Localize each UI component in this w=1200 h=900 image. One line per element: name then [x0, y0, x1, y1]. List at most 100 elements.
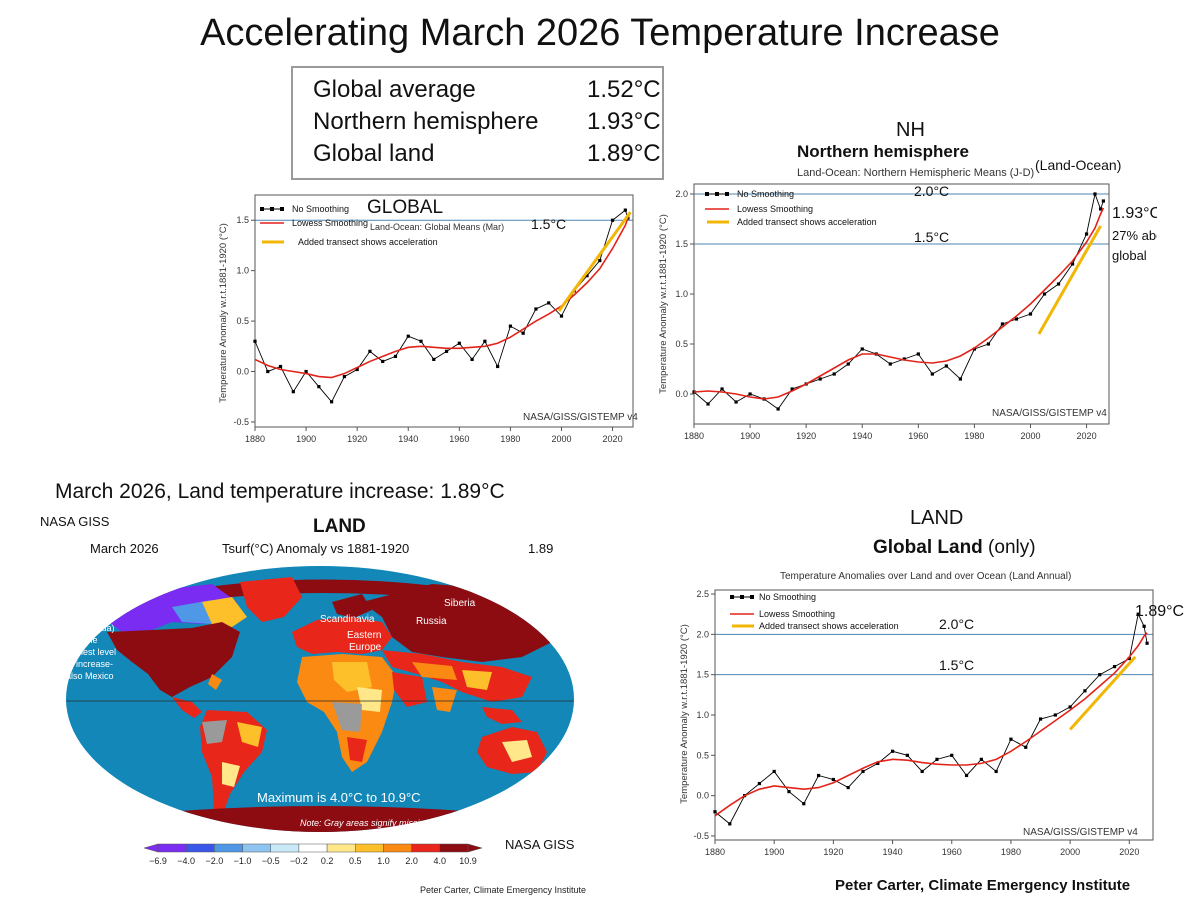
- raw-point: [1056, 282, 1061, 286]
- colorbar-label: NASA GISS: [505, 837, 575, 852]
- india-region: [432, 687, 457, 712]
- colorbar-max-arrow: [467, 843, 483, 853]
- raw-point: [1136, 612, 1140, 616]
- legend: No Smoothing Lowess Smoothing Added tran…: [705, 189, 877, 227]
- x-tick-label: 1880: [245, 434, 265, 444]
- raw-point: [1000, 322, 1005, 326]
- chart-heading: GLOBAL: [367, 197, 443, 218]
- colorbar-tick-label: −4.0: [177, 856, 195, 866]
- map-credit: Peter Carter, Climate Emergency Institut…: [420, 885, 587, 895]
- colorbar-swatch: [411, 843, 441, 853]
- raw-point: [1070, 262, 1075, 266]
- central-america-region: [172, 697, 202, 718]
- map-label: Eastern: [347, 630, 381, 641]
- raw-point: [776, 407, 780, 411]
- raw-point: [905, 753, 909, 757]
- nh-heading: NH: [896, 119, 925, 141]
- y-tick-label: 0.0: [696, 791, 709, 801]
- y-tick-label: -0.5: [233, 417, 249, 427]
- x-tick-label: 1960: [449, 434, 469, 444]
- nh-chart: 1880 1900 1920 1940 1960 1980 2000 2020 0.0 0.5 1.…: [652, 180, 1157, 452]
- raw-point: [930, 372, 934, 376]
- legend-lowess: Lowess Smoothing: [759, 609, 835, 619]
- missing-data-region: [202, 720, 227, 744]
- europe-region: [292, 617, 392, 654]
- legend-raw: No Smoothing: [737, 189, 794, 199]
- raw-point: [832, 372, 836, 376]
- x-tick-label: 1900: [740, 431, 760, 441]
- x-tick-label: 1960: [908, 431, 928, 441]
- x-tick-label: 2000: [1020, 431, 1040, 441]
- ref-line-label: 1.5°C: [939, 657, 974, 673]
- raw-point: [1053, 713, 1057, 717]
- land-subheading-suffix: (only): [982, 537, 1036, 558]
- y-tick-label: 1.0: [675, 289, 688, 299]
- source-label: NASA/GISS/GISTEMP v4: [992, 408, 1107, 419]
- raw-series-line: [693, 192, 1104, 410]
- raw-point: [734, 400, 738, 404]
- lowess-series-line: [714, 632, 1148, 817]
- x-tick-label: 2000: [1060, 847, 1080, 857]
- nh-side-label: (Land-Ocean): [1035, 157, 1122, 173]
- chart-background: [652, 180, 1157, 452]
- colorbar-tick-label: 0.2: [321, 856, 334, 866]
- raw-point: [772, 769, 776, 774]
- colorbar-swatch: [270, 843, 300, 853]
- raw-point: [623, 208, 627, 212]
- us-note: (but Florida): [66, 623, 115, 633]
- raw-point: [1024, 745, 1028, 749]
- raw-point: [559, 314, 564, 318]
- raw-point: [470, 357, 474, 362]
- legend-lowess: Lowess Smoothing: [737, 204, 813, 214]
- map-period: March 2026: [90, 541, 159, 556]
- missing-data-region: [332, 702, 362, 732]
- legend-lowess: Lowess Smoothing: [292, 218, 368, 228]
- raw-point: [1112, 665, 1117, 669]
- raw-point: [432, 357, 436, 362]
- acceleration-transect: [1069, 655, 1137, 731]
- chart-background: [200, 185, 640, 455]
- y-tick-label: 1.5: [236, 215, 249, 225]
- x-tick-label: 2020: [603, 434, 623, 444]
- south-africa-region: [347, 737, 367, 762]
- raw-point: [916, 352, 920, 356]
- y-tick-label: 0.5: [236, 316, 249, 326]
- sahara-region: [332, 662, 372, 692]
- greenland-region: [240, 577, 302, 622]
- raw-point: [317, 385, 321, 389]
- colorbar-swatch: [355, 843, 384, 853]
- raw-point: [342, 374, 346, 379]
- raw-point: [585, 274, 589, 278]
- colorbar-swatch: [326, 843, 356, 853]
- raw-point: [1014, 317, 1019, 321]
- raw-point: [979, 757, 983, 761]
- raw-point: [790, 387, 794, 391]
- x-tick-label: 1900: [764, 847, 784, 857]
- x-tick-label: 1940: [883, 847, 903, 857]
- brazil-region: [237, 722, 262, 747]
- colorbar: −6.9 −4.0 −2.0 −1.0 −0.5 −0.2 0.2 0.5 1.0 2.0 4.0 1…: [143, 843, 483, 866]
- raw-point: [1084, 232, 1089, 236]
- colorbar-swatch: [298, 843, 328, 853]
- y-axis-label: Temperature Anomaly w.r.t.1881-1920 (°C): [658, 214, 669, 394]
- x-tick-label: 1980: [500, 434, 520, 444]
- land-title: Temperature Anomalies over Land and over…: [780, 571, 1072, 582]
- raw-point: [1101, 199, 1105, 203]
- colorbar-tick-label: −0.5: [262, 856, 280, 866]
- raw-point: [598, 258, 602, 263]
- raw-point: [757, 781, 761, 786]
- raw-point: [902, 357, 906, 361]
- colorbar-tick-label: 2.0: [405, 856, 418, 866]
- raw-point: [720, 387, 724, 391]
- colorbar-tick-label: 0.5: [349, 856, 362, 866]
- raw-point: [818, 377, 822, 381]
- colorbar-swatch: [383, 843, 412, 853]
- anomaly-map: Scandinavia Eastern Europe Russia Siberi…: [66, 566, 574, 832]
- colorbar-min-arrow: [143, 843, 159, 853]
- raw-point: [406, 334, 410, 338]
- lowess-series-line: [693, 207, 1105, 400]
- raw-point: [787, 790, 791, 794]
- arabia-region: [392, 672, 427, 707]
- chart-title: Land-Ocean: Global Means (Mar): [370, 222, 504, 232]
- east-africa-region: [357, 687, 382, 712]
